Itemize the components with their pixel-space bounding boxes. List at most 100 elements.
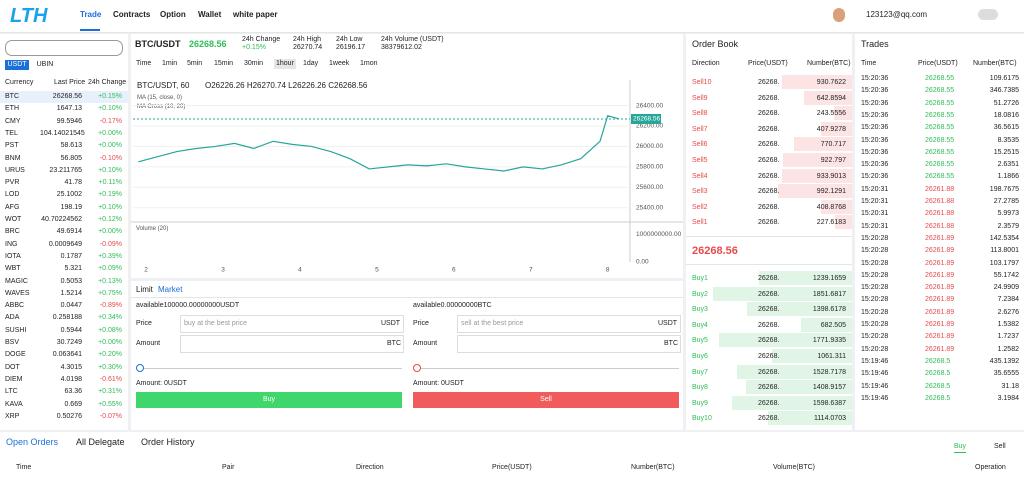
currency[interactable]: CMY <box>5 117 21 125</box>
direction: Sell3 <box>692 188 708 196</box>
currency[interactable]: BRC <box>5 228 20 236</box>
slider-knob[interactable] <box>413 364 421 372</box>
y-tick-label: 25600.00 <box>636 184 663 191</box>
interval[interactable]: 1min <box>162 60 178 67</box>
last-price: 0.0447 <box>60 302 82 310</box>
currency[interactable]: PST <box>5 142 19 150</box>
currency[interactable]: DOT <box>5 363 20 371</box>
currency[interactable]: ADA <box>5 314 20 322</box>
trade-price: 26268.55 <box>925 99 955 107</box>
trade-price: 26268.5 <box>925 370 951 378</box>
nav-link[interactable]: Option <box>160 10 186 19</box>
trade-time: 15:20:28 <box>861 259 889 267</box>
currency[interactable]: ETH <box>5 105 19 113</box>
nav-link[interactable]: Contracts <box>113 10 151 19</box>
nav-link[interactable]: white paper <box>233 10 278 19</box>
trade-button[interactable]: Buy <box>136 392 402 408</box>
search-box[interactable] <box>5 40 123 56</box>
trade-button[interactable]: Sell <box>413 392 679 408</box>
direction: Buy7 <box>692 368 708 376</box>
currency[interactable]: IOTA <box>5 252 21 260</box>
currency[interactable]: BSV <box>5 339 20 346</box>
currency[interactable]: URUS <box>5 166 25 174</box>
trade-number: 103.1797 <box>989 259 1019 267</box>
currency[interactable]: PVR <box>5 179 20 187</box>
orders-tab[interactable]: Open Orders <box>6 437 59 447</box>
form-tab[interactable]: Limit <box>136 285 153 294</box>
trade-price: 26261.89 <box>925 234 955 242</box>
interval[interactable]: 30min <box>244 60 264 67</box>
currency[interactable]: ABBC <box>5 302 25 310</box>
interval[interactable]: Time <box>136 60 152 67</box>
trade-time: 15:19:46 <box>861 357 889 365</box>
book-number: 1398.6178 <box>812 306 846 314</box>
side-tab[interactable]: Sell <box>994 443 1006 450</box>
slider[interactable] <box>417 368 679 369</box>
interval[interactable]: 1week <box>329 60 350 67</box>
change: +0.12% <box>98 216 122 223</box>
currency[interactable]: WOT <box>5 216 22 223</box>
amount-label: Amount <box>136 340 161 347</box>
depth-bar <box>737 364 852 379</box>
slider[interactable] <box>140 368 402 369</box>
interval[interactable]: 5min <box>187 60 203 67</box>
market-tab[interactable]: USDT <box>5 60 29 70</box>
currency[interactable]: XRP <box>5 412 20 420</box>
depth-bar <box>800 317 852 332</box>
interval[interactable]: 15min <box>214 60 234 67</box>
book-price: 26268. <box>758 94 780 102</box>
direction: Buy4 <box>692 321 708 329</box>
currency[interactable]: DIEM <box>5 375 23 383</box>
orders-tab[interactable]: All Delegate <box>76 437 125 447</box>
book-price: 26268. <box>758 141 780 149</box>
book-price: 26268. <box>758 337 780 345</box>
price-input[interactable] <box>180 315 404 333</box>
orders-tab[interactable]: Order History <box>141 437 195 447</box>
market-tab[interactable]: UBIN <box>36 61 54 68</box>
trade-price: 26268.5 <box>925 357 951 365</box>
form-tab[interactable]: Market <box>158 285 183 294</box>
currency[interactable]: LTC <box>5 388 18 396</box>
book-number: 407.9278 <box>816 125 846 133</box>
amount-unit: BTC <box>387 340 401 347</box>
currency[interactable]: BNM <box>5 154 21 162</box>
price-input[interactable] <box>457 315 681 333</box>
currency[interactable]: TEL <box>5 129 18 137</box>
trade-price: 26268.55 <box>925 173 955 181</box>
book-price: 26268. <box>758 275 780 282</box>
price-line <box>138 115 620 172</box>
user-email[interactable]: 123123@qq.com <box>866 10 928 19</box>
direction: Sell7 <box>692 125 708 133</box>
amount-input[interactable] <box>180 335 404 353</box>
currency[interactable]: WAVES <box>5 289 30 297</box>
change: +0.00% <box>98 129 122 137</box>
amount-input[interactable] <box>457 335 681 353</box>
nav-link[interactable]: Trade <box>80 10 102 19</box>
change: +0.39% <box>98 252 122 260</box>
interval[interactable]: 1day <box>303 60 319 67</box>
book-number: 770.717 <box>820 141 846 149</box>
trade-price: 26261.89 <box>925 296 955 304</box>
side-tab[interactable]: Buy <box>954 442 967 453</box>
currency[interactable]: ING <box>5 240 18 248</box>
direction: Buy5 <box>692 337 708 345</box>
currency[interactable]: AFG <box>5 203 20 211</box>
trade-price: 26261.88 <box>925 198 955 205</box>
change: +0.10% <box>98 166 122 174</box>
interval[interactable]: 1mon <box>360 60 378 67</box>
toggle[interactable] <box>978 9 998 20</box>
interval[interactable]: 1hour <box>274 59 296 69</box>
currency[interactable]: LOD <box>5 191 20 199</box>
trade-number: 2.3579 <box>997 222 1019 230</box>
book-number: 1851.6817 <box>812 290 846 298</box>
currency[interactable]: KAVA <box>5 400 23 408</box>
currency[interactable]: WBT <box>5 265 21 273</box>
column-header: Number(BTC) <box>631 464 675 471</box>
currency[interactable]: SUSHI <box>5 326 27 334</box>
nav-link[interactable]: Wallet <box>198 10 222 19</box>
currency[interactable]: BTC <box>5 93 19 100</box>
currency[interactable]: DOGE <box>5 351 26 359</box>
book-number: 243.5556 <box>816 110 846 118</box>
currency[interactable]: MAGIC <box>5 277 28 285</box>
slider-knob[interactable] <box>136 364 144 372</box>
